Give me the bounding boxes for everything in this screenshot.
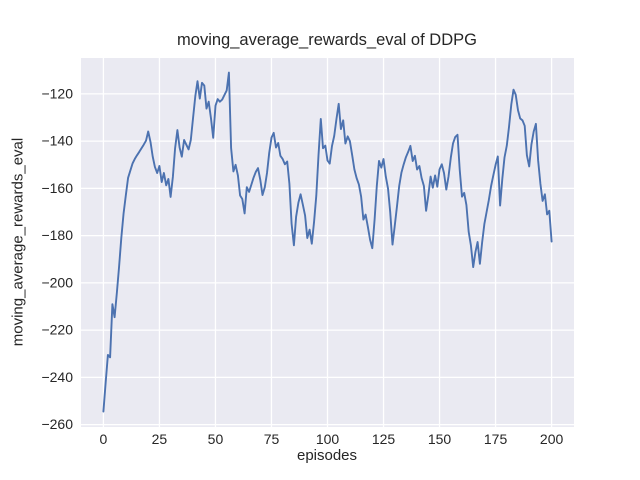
chart-title: moving_average_rewards_eval of DDPG bbox=[177, 31, 477, 49]
x-tick-label-50: 50 bbox=[208, 431, 224, 447]
x-axis-label: episodes bbox=[296, 447, 358, 464]
y-tick-label--220: −220 bbox=[41, 322, 73, 338]
y-tick-label--140: −140 bbox=[41, 133, 73, 149]
x-tick-label-150: 150 bbox=[428, 431, 452, 447]
x-tick-label-100: 100 bbox=[316, 431, 340, 447]
y-tick-label--160: −160 bbox=[41, 180, 73, 196]
x-tick-label-175: 175 bbox=[484, 431, 508, 447]
y-tick-label--260: −260 bbox=[41, 416, 73, 432]
y-tick-label--180: −180 bbox=[41, 227, 73, 243]
y-tick-label--240: −240 bbox=[41, 369, 73, 385]
x-tick-label-200: 200 bbox=[540, 431, 564, 447]
reward-curve bbox=[102, 71, 553, 413]
x-tick-label-125: 125 bbox=[372, 431, 396, 447]
y-tick-label--120: −120 bbox=[41, 85, 73, 101]
x-tick-label-25: 25 bbox=[152, 431, 168, 447]
x-tick-label-75: 75 bbox=[264, 431, 280, 447]
y-tick-label--200: −200 bbox=[41, 274, 73, 290]
x-tick-label-0: 0 bbox=[100, 431, 108, 447]
y-axis-label: moving_average_rewards_eval bbox=[9, 137, 27, 347]
